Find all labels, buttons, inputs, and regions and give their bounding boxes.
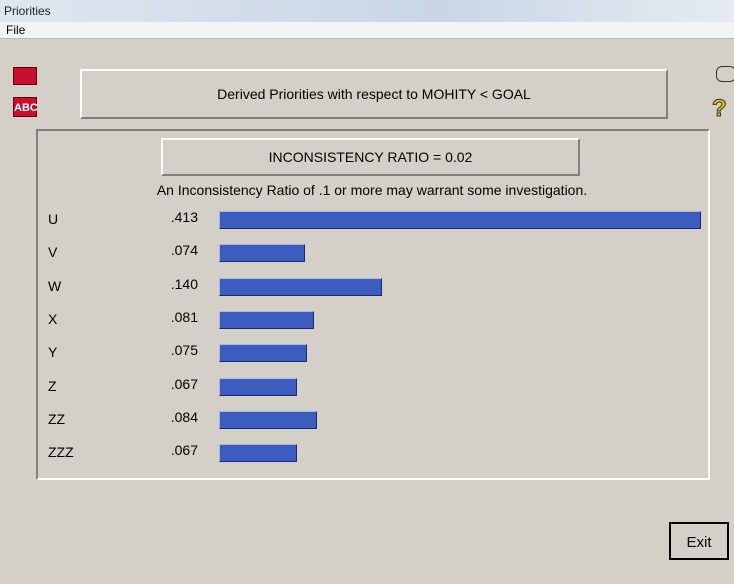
menu-bar: File (0, 22, 734, 39)
ratio-box: INCONSISTENCY RATIO = 0.02 (161, 138, 580, 176)
bar (219, 411, 317, 429)
exit-button[interactable]: Exit (669, 522, 729, 560)
value-label: .067 (120, 376, 198, 392)
comment-icon[interactable] (716, 66, 734, 82)
category-label: U (48, 211, 58, 227)
bar (219, 378, 297, 396)
note: An Inconsistency Ratio of .1 or more may… (40, 182, 704, 198)
value-label: .084 (120, 409, 198, 425)
help-icon[interactable]: ? (712, 95, 727, 123)
value-label: .067 (120, 442, 198, 458)
bar (219, 344, 307, 362)
value-label: .413 (120, 209, 198, 225)
menu-item[interactable]: File (6, 23, 25, 37)
category-label: V (48, 244, 57, 260)
bar (219, 444, 297, 462)
category-label: Z (48, 378, 57, 394)
bar (219, 311, 314, 329)
bar (219, 278, 382, 296)
category-label: W (48, 278, 61, 294)
abc-icon[interactable]: ABC (13, 97, 37, 117)
title-bar: Priorities (0, 0, 734, 22)
category-label: ZZ (48, 411, 65, 427)
header-box: Derived Priorities with respect to MOHIT… (80, 69, 668, 119)
bar (219, 211, 701, 229)
value-label: .074 (120, 242, 198, 258)
category-label: Y (48, 344, 57, 360)
category-label: ZZZ (48, 444, 74, 460)
value-label: .081 (120, 309, 198, 325)
category-label: X (48, 311, 57, 327)
value-label: .140 (120, 276, 198, 292)
window: Priorities File ABC ? Derived Priorities… (0, 0, 734, 584)
value-label: .075 (120, 342, 198, 358)
book-icon[interactable] (13, 67, 37, 85)
bar (219, 244, 305, 262)
